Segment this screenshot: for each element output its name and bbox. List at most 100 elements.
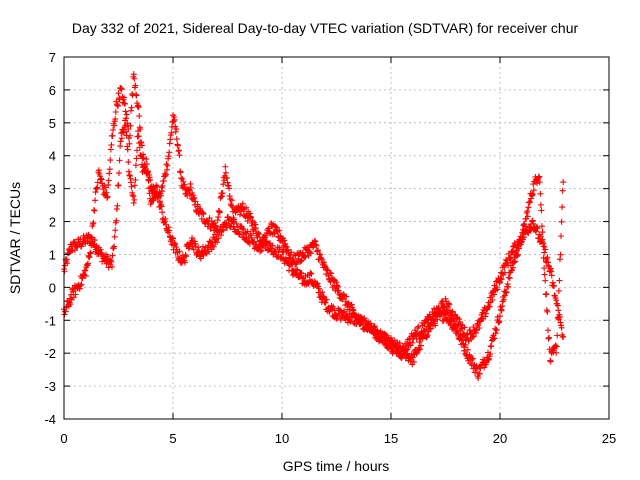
data-point [111,243,118,250]
data-point [322,299,329,306]
data-point [398,354,405,361]
data-point [488,343,495,350]
data-point [313,242,320,249]
data-point [90,219,97,226]
data-point [174,142,181,149]
data-point [133,92,140,99]
y-tick-labels: -4 -3 -2 -1 0 1 2 3 4 5 6 7 [44,50,56,427]
data-point [229,218,236,225]
data-point [114,202,121,209]
data-point [500,296,507,303]
data-point [111,233,118,240]
data-point [67,301,74,308]
data-point [241,229,248,236]
data-point [307,250,314,257]
data-point [560,179,567,186]
data-point [330,276,337,283]
data-point [135,104,142,111]
data-point [200,211,207,218]
data-point [301,254,308,261]
data-point [423,326,430,333]
data-point [171,116,178,123]
data-point [417,342,424,349]
data-point [319,289,326,296]
data-point [491,291,498,298]
data-point [138,142,145,149]
data-point [88,234,95,241]
data-point [87,250,94,257]
y-tick-label: 2 [49,215,56,230]
data-point [137,126,144,133]
data-point [151,185,158,192]
data-point [469,355,476,362]
data-point [118,135,125,142]
data-point [256,231,263,238]
data-point [112,227,119,234]
data-point [210,243,217,250]
data-point [538,207,545,214]
data-point [132,177,139,184]
data-point [413,329,420,336]
data-point [505,262,512,269]
data-point [162,171,169,178]
data-point [501,263,508,270]
data-point [507,254,514,261]
data-point [125,126,132,133]
data-point [109,132,116,139]
data-point [126,132,133,139]
data-point [536,173,543,180]
data-point [536,179,543,186]
data-point [222,163,229,170]
data-point [239,200,246,207]
data-point [550,283,557,290]
data-point [173,126,180,133]
data-point [166,149,173,156]
x-tick-label: 25 [602,431,616,446]
data-point [513,247,520,254]
data-point [320,294,327,301]
data-point [496,318,503,325]
data-point [183,253,190,260]
data-point [243,204,250,211]
data-point [555,287,562,294]
data-point [271,230,278,237]
data-point [529,190,536,197]
data-point [469,334,476,341]
data-point [326,269,333,276]
data-point [367,320,374,327]
y-tick-label: 0 [49,280,56,295]
data-point [534,225,541,232]
data-point [206,215,213,222]
data-point [410,358,417,365]
data-point [226,185,233,192]
data-point [125,159,132,166]
data-point [424,332,431,339]
data-point [409,339,416,346]
y-tick-label: 5 [49,116,56,131]
data-point [416,339,423,346]
y-tick-label: 7 [49,50,56,65]
data-point [556,277,563,284]
data-point [559,187,566,194]
data-point [158,203,165,210]
data-point [544,254,551,261]
data-point [162,215,169,222]
data-point [314,247,321,254]
data-point [434,316,441,323]
data-point [530,187,537,194]
data-point [464,346,471,353]
data-point [261,234,268,241]
data-point [153,182,160,189]
data-point [134,147,141,154]
data-point [302,253,309,260]
data-point [164,162,171,169]
x-tick-label: 20 [493,431,507,446]
data-point [166,227,173,234]
data-point [379,330,386,337]
data-point [512,258,519,265]
data-point [126,140,133,147]
data-point [316,285,323,292]
data-point [543,290,550,297]
